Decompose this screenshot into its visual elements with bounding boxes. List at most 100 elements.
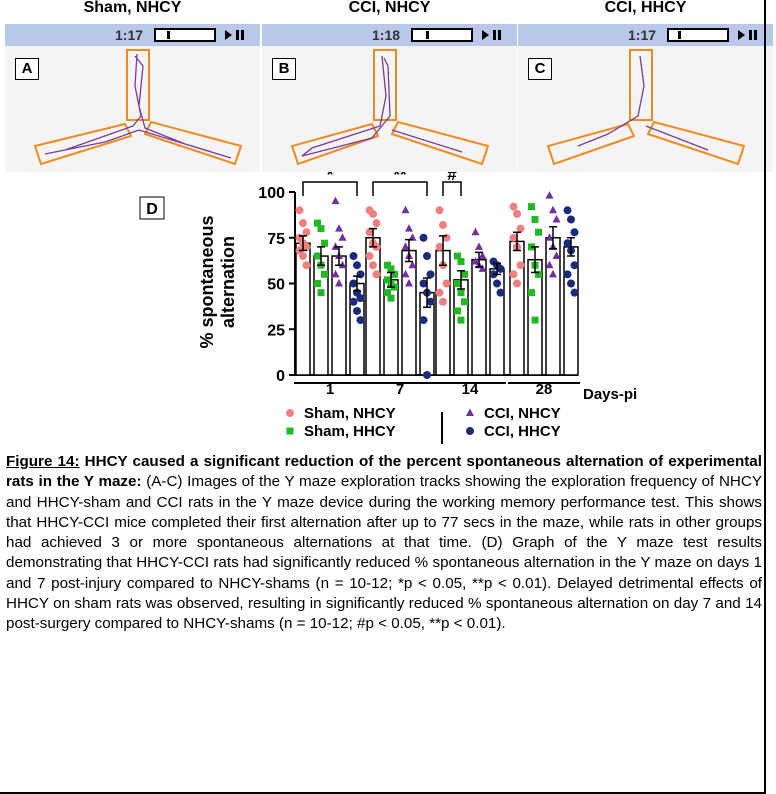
panel-letter: D bbox=[146, 201, 158, 218]
error-bar bbox=[299, 235, 307, 252]
maze-image bbox=[262, 46, 517, 172]
data-point bbox=[391, 270, 398, 278]
significance-label: # bbox=[447, 172, 457, 184]
video-panel: Sham, NHCY 1:17 A bbox=[5, 0, 260, 172]
panel-letter: B bbox=[272, 58, 296, 80]
figure-caption: Figure 14: HHCY caused a significant red… bbox=[6, 452, 762, 635]
data-point bbox=[475, 242, 483, 250]
maze-drawing bbox=[290, 49, 490, 166]
data-point bbox=[454, 307, 461, 315]
data-point bbox=[516, 224, 525, 233]
panel-title: Sham, NHCY bbox=[83, 0, 182, 16]
x-tick-label: 28 bbox=[536, 381, 553, 398]
legend-marker bbox=[286, 409, 294, 417]
data-point bbox=[570, 288, 579, 297]
data-point bbox=[419, 279, 428, 288]
data-point bbox=[384, 289, 391, 297]
player-time: 1:18 bbox=[372, 27, 401, 43]
data-point bbox=[528, 203, 535, 211]
error-bar bbox=[423, 277, 431, 309]
data-point bbox=[570, 261, 579, 270]
bar bbox=[435, 249, 451, 376]
data-point bbox=[317, 225, 325, 233]
data-point bbox=[349, 252, 358, 261]
player-controls bbox=[154, 28, 244, 42]
data-point bbox=[478, 251, 487, 260]
data-point bbox=[567, 215, 575, 224]
panel-title: CCI, NHCY bbox=[348, 0, 431, 16]
error-bar bbox=[369, 227, 377, 248]
panel-letter-box bbox=[139, 196, 165, 220]
x-tick-label: 1 bbox=[326, 381, 334, 398]
data-point bbox=[408, 260, 417, 269]
data-point bbox=[299, 219, 307, 228]
data-point bbox=[349, 279, 358, 288]
data-point bbox=[356, 294, 365, 303]
data-point bbox=[457, 289, 465, 297]
data-point bbox=[528, 289, 535, 297]
data-point bbox=[405, 279, 413, 287]
error-bar bbox=[439, 235, 447, 266]
significance-bracket bbox=[372, 181, 428, 196]
caption-body: (A-C) Images of the Y maze exploration t… bbox=[6, 473, 762, 633]
data-point bbox=[478, 264, 487, 272]
data-point bbox=[387, 294, 395, 302]
player-time: 1:17 bbox=[115, 27, 144, 43]
maze-drawing bbox=[546, 49, 746, 166]
legend-label: CCI, NHCY bbox=[484, 405, 561, 422]
data-point bbox=[454, 252, 461, 260]
y-tick-label: 25 bbox=[267, 322, 285, 339]
player-controls bbox=[667, 28, 757, 42]
data-point bbox=[549, 205, 557, 214]
data-point bbox=[353, 261, 361, 270]
error-bar bbox=[353, 275, 361, 292]
bar bbox=[509, 240, 525, 376]
legend-marker bbox=[466, 427, 474, 435]
data-point bbox=[302, 261, 311, 270]
data-point bbox=[321, 239, 328, 247]
data-point bbox=[401, 269, 410, 278]
data-point bbox=[435, 288, 444, 297]
data-point bbox=[509, 202, 518, 211]
data-point bbox=[387, 265, 395, 273]
data-point bbox=[549, 269, 557, 278]
data-point bbox=[493, 279, 501, 288]
data-point bbox=[338, 233, 347, 241]
data-point bbox=[457, 316, 465, 324]
bar bbox=[471, 258, 487, 376]
data-point bbox=[384, 276, 391, 284]
legend-marker bbox=[286, 427, 294, 435]
data-point bbox=[314, 280, 321, 287]
data-point bbox=[563, 206, 572, 215]
data-point bbox=[439, 220, 447, 229]
data-point bbox=[535, 228, 542, 236]
data-point bbox=[365, 228, 374, 237]
data-point bbox=[401, 205, 410, 214]
data-point bbox=[563, 270, 572, 279]
panel-letter: C bbox=[528, 58, 552, 80]
error-bar bbox=[475, 251, 483, 268]
significance-bracket bbox=[442, 181, 462, 196]
data-point bbox=[372, 219, 381, 228]
player-time: 1:17 bbox=[628, 27, 657, 43]
data-point bbox=[513, 279, 521, 288]
error-bar bbox=[549, 226, 557, 250]
data-point bbox=[331, 269, 340, 278]
data-point bbox=[321, 270, 328, 278]
legend-label: Sham, HHCY bbox=[304, 423, 396, 440]
data-point bbox=[356, 316, 365, 325]
data-point bbox=[461, 298, 468, 306]
maze-image bbox=[518, 46, 773, 172]
caption-title: HHCY caused a significant reduction of t… bbox=[6, 453, 762, 491]
data-point bbox=[461, 270, 468, 278]
data-point bbox=[369, 209, 377, 218]
video-panel: CCI, NHCY 1:18 B bbox=[262, 0, 517, 172]
data-point bbox=[457, 258, 465, 266]
data-point bbox=[471, 227, 480, 236]
data-point bbox=[335, 224, 343, 232]
bar bbox=[401, 249, 417, 376]
player-controls bbox=[411, 28, 501, 42]
y-axis-label: alternation bbox=[218, 236, 238, 328]
error-bar bbox=[405, 238, 413, 263]
data-point bbox=[513, 209, 521, 218]
